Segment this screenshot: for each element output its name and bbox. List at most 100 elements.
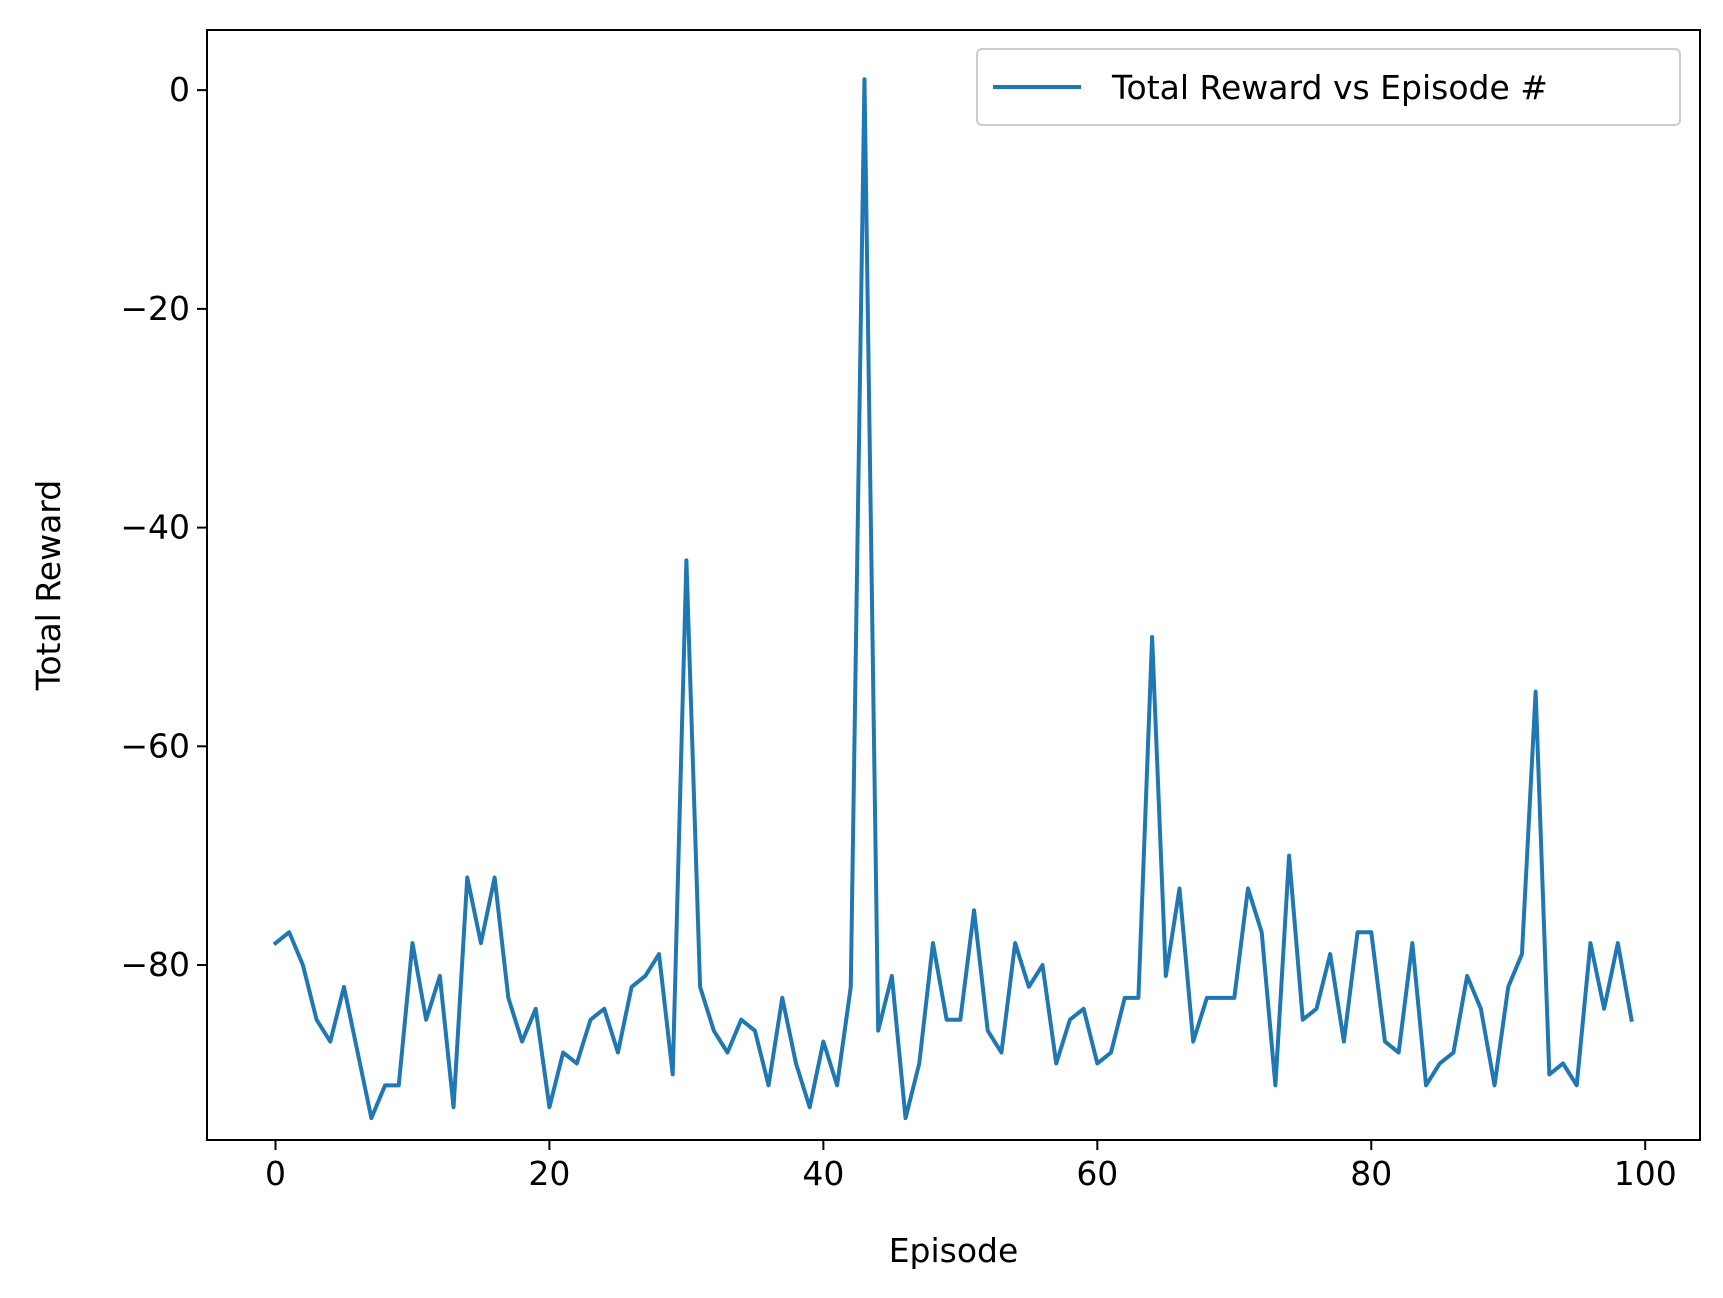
data-point xyxy=(834,1082,840,1088)
data-point xyxy=(752,1028,758,1034)
data-point xyxy=(341,984,347,990)
data-point xyxy=(1067,1017,1073,1023)
data-point xyxy=(1272,1082,1278,1088)
x-tick-label: 20 xyxy=(528,1154,570,1193)
data-point xyxy=(1081,1006,1087,1012)
data-point xyxy=(1560,1060,1566,1066)
data-point xyxy=(903,1115,909,1121)
data-point xyxy=(1574,1082,1580,1088)
data-point xyxy=(1204,995,1210,1001)
x-tick-label: 100 xyxy=(1614,1154,1677,1193)
data-point xyxy=(916,1060,922,1066)
data-point xyxy=(957,1017,963,1023)
data-point xyxy=(861,76,867,82)
data-point xyxy=(437,973,443,979)
data-point xyxy=(1492,1082,1498,1088)
data-point xyxy=(697,984,703,990)
data-point xyxy=(1601,1006,1607,1012)
data-point xyxy=(1629,1017,1635,1023)
data-point xyxy=(286,929,292,935)
data-point xyxy=(1231,995,1237,1001)
data-point xyxy=(382,1082,388,1088)
data-point xyxy=(1505,984,1511,990)
data-point xyxy=(272,940,278,946)
data-point xyxy=(1327,951,1333,957)
data-point xyxy=(1245,885,1251,891)
y-tick-label: 0 xyxy=(169,70,190,109)
data-point xyxy=(1382,1039,1388,1045)
x-axis: 0 20 40 60 80 100 xyxy=(265,1140,1677,1193)
data-point xyxy=(1409,940,1415,946)
x-tick-label: 40 xyxy=(802,1154,844,1193)
legend: Total Reward vs Episode # xyxy=(976,48,1681,126)
y-axis-title: Total Reward xyxy=(29,480,68,691)
data-point xyxy=(889,973,895,979)
data-point xyxy=(1190,1039,1196,1045)
data-point xyxy=(1423,1082,1429,1088)
data-point xyxy=(670,1071,676,1077)
data-point xyxy=(1108,1050,1114,1056)
data-point xyxy=(1533,689,1539,695)
plot-area xyxy=(272,76,1635,1121)
data-point xyxy=(464,875,470,881)
data-point xyxy=(1313,1006,1319,1012)
data-point xyxy=(300,962,306,968)
data-point xyxy=(1177,885,1183,891)
data-point xyxy=(478,940,484,946)
x-tick-label: 60 xyxy=(1076,1154,1118,1193)
data-point xyxy=(1546,1071,1552,1077)
axes-frame xyxy=(206,29,1701,1141)
data-point xyxy=(1437,1060,1443,1066)
data-point xyxy=(1259,929,1265,935)
data-point xyxy=(492,875,498,881)
data-point xyxy=(519,1039,525,1045)
data-point xyxy=(1163,973,1169,979)
data-point xyxy=(725,1050,731,1056)
data-point xyxy=(875,1028,881,1034)
y-tick-label: −40 xyxy=(120,508,190,547)
data-point xyxy=(848,984,854,990)
data-point xyxy=(738,1017,744,1023)
data-point xyxy=(396,1082,402,1088)
data-point xyxy=(1286,853,1292,859)
data-point xyxy=(1040,962,1046,968)
data-point xyxy=(793,1060,799,1066)
data-point xyxy=(807,1104,813,1110)
x-axis-title: Episode xyxy=(889,1231,1019,1270)
data-point xyxy=(615,1050,621,1056)
legend-box xyxy=(976,48,1681,126)
data-point xyxy=(1464,973,1470,979)
data-point xyxy=(971,907,977,913)
data-point xyxy=(1218,995,1224,1001)
data-point xyxy=(355,1050,361,1056)
data-point xyxy=(588,1017,594,1023)
data-point xyxy=(711,1028,717,1034)
data-point xyxy=(779,995,785,1001)
data-point xyxy=(930,940,936,946)
data-point xyxy=(314,1017,320,1023)
data-point xyxy=(409,940,415,946)
y-tick-label: −20 xyxy=(120,289,190,328)
data-point xyxy=(1053,1060,1059,1066)
data-point xyxy=(574,1060,580,1066)
x-tick-label: 80 xyxy=(1350,1154,1392,1193)
y-tick-label: −60 xyxy=(120,726,190,765)
data-point xyxy=(1587,940,1593,946)
data-point xyxy=(998,1050,1004,1056)
data-point xyxy=(642,973,648,979)
data-point xyxy=(656,951,662,957)
data-point xyxy=(1519,951,1525,957)
data-point xyxy=(1615,940,1621,946)
data-point xyxy=(629,984,635,990)
data-point xyxy=(1012,940,1018,946)
data-point xyxy=(766,1082,772,1088)
data-point xyxy=(1355,929,1361,935)
legend-label: Total Reward vs Episode # xyxy=(1111,68,1548,107)
data-point xyxy=(1094,1060,1100,1066)
data-point xyxy=(560,1050,566,1056)
data-point xyxy=(1478,1006,1484,1012)
data-point xyxy=(1026,984,1032,990)
data-point xyxy=(601,1006,607,1012)
data-point xyxy=(985,1028,991,1034)
